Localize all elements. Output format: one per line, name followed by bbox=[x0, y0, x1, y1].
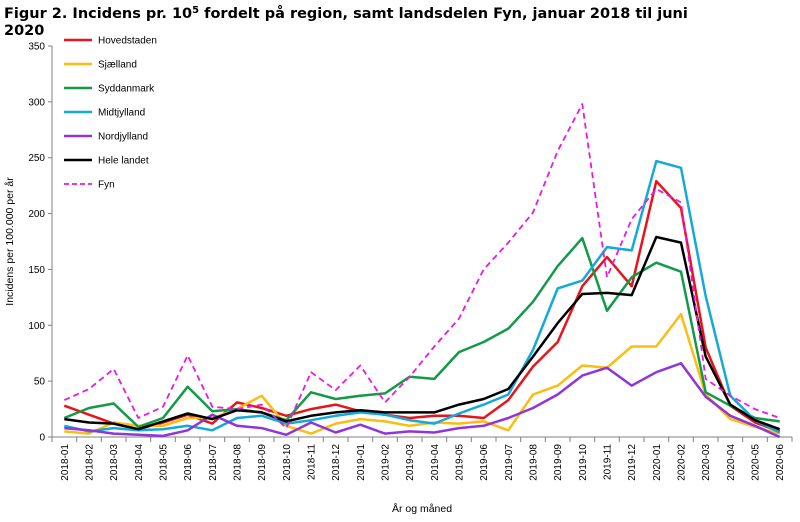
series-line-hovedstaden bbox=[63, 179, 781, 433]
y-tick-label: 200 bbox=[28, 209, 45, 220]
legend-entry: Fyn bbox=[98, 180, 115, 191]
x-tick-label: 2018-08 bbox=[233, 444, 244, 481]
series-line-syddanmark bbox=[63, 236, 780, 429]
legend-entry: Midtjylland bbox=[98, 108, 145, 119]
y-tick-label: 250 bbox=[28, 153, 45, 164]
legend-entry: Hovedstaden bbox=[98, 36, 157, 47]
x-tick-label: 2019-05 bbox=[455, 444, 466, 481]
x-tick-label: 2018-07 bbox=[208, 444, 219, 481]
x-axis-label: År og måned bbox=[392, 502, 452, 515]
legend-entry: Hele landet bbox=[98, 156, 149, 167]
y-axis-label: Incidens per 100.000 per år bbox=[4, 177, 16, 306]
x-tick-label: 2020-02 bbox=[677, 444, 688, 481]
legend-entry: Sjælland bbox=[98, 60, 137, 71]
x-tick-label: 2018-03 bbox=[109, 444, 120, 481]
title-superscript: 5 bbox=[192, 5, 200, 16]
chart-title: Figur 2. Incidens pr. 105 fordelt på reg… bbox=[4, 2, 704, 40]
x-tick-label: 2019-01 bbox=[356, 444, 367, 481]
x-tick-label: 2020-04 bbox=[726, 444, 737, 481]
x-tick-label: 2018-09 bbox=[257, 444, 268, 481]
x-tick-label: 2020-03 bbox=[701, 444, 712, 481]
x-tick-label: 2018-12 bbox=[331, 444, 342, 481]
y-tick-label: 0 bbox=[39, 433, 45, 444]
x-tick-label: 2019-04 bbox=[430, 444, 441, 481]
x-tick-label: 2018-06 bbox=[183, 444, 194, 481]
x-tick-label: 2020-06 bbox=[775, 444, 786, 481]
x-tick-label: 2018-04 bbox=[134, 444, 145, 481]
series-line-hele-landet bbox=[64, 235, 781, 431]
x-tick-label: 2019-11 bbox=[603, 444, 614, 480]
x-tick-label: 2019-10 bbox=[578, 444, 589, 481]
x-tick-label: 2019-06 bbox=[479, 444, 490, 481]
x-tick-label: 2020-01 bbox=[652, 444, 663, 481]
title-suffix: fordelt på region, samt landsdelen Fyn, … bbox=[4, 6, 688, 39]
series-line-midtjylland bbox=[64, 159, 781, 434]
x-tick-label: 2019-03 bbox=[405, 444, 416, 481]
y-tick-label: 100 bbox=[28, 321, 45, 332]
y-tick-label: 300 bbox=[28, 97, 45, 108]
y-tick-label: 50 bbox=[34, 377, 46, 388]
series-line-sjælland bbox=[64, 312, 781, 435]
series-line-fyn bbox=[63, 103, 781, 430]
title-prefix: Figur 2. Incidens pr. 10 bbox=[4, 6, 193, 22]
x-tick-label: 2019-09 bbox=[553, 444, 564, 481]
x-tick-label: 2018-05 bbox=[159, 444, 170, 481]
x-tick-label: 2018-11 bbox=[307, 444, 318, 480]
x-tick-label: 2018-02 bbox=[85, 444, 96, 481]
x-tick-label: 2019-12 bbox=[627, 444, 638, 481]
x-tick-label: 2019-08 bbox=[529, 444, 540, 481]
x-tick-label: 2018-10 bbox=[282, 444, 293, 481]
y-tick-label: 150 bbox=[28, 265, 45, 276]
x-tick-label: 2019-02 bbox=[381, 444, 392, 481]
y-tick-label: 350 bbox=[28, 42, 45, 53]
series-line-nordjylland bbox=[64, 362, 781, 439]
x-tick-label: 2019-07 bbox=[504, 444, 515, 481]
legend-entry: Nordjylland bbox=[98, 132, 148, 143]
x-tick-label: 2018-01 bbox=[60, 444, 71, 481]
x-tick-label: 2020-05 bbox=[751, 444, 762, 481]
legend-entry: Syddanmark bbox=[98, 84, 155, 95]
